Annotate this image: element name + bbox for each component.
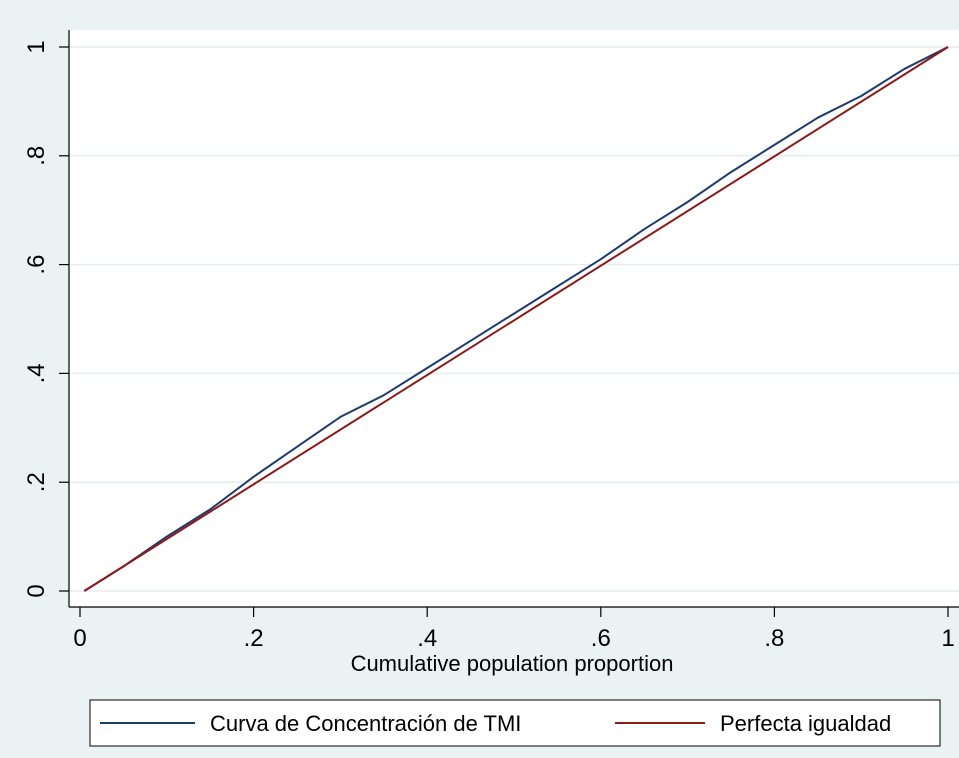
x-tick-label-0: 0: [73, 625, 86, 652]
x-tick-label-5: 1: [941, 625, 954, 652]
y-tick-label-2: .4: [23, 363, 50, 383]
series-layer: [83, 46, 949, 592]
x-axis-ticks: 0 .2 .4 .6 .8 1: [73, 607, 955, 652]
y-tick-label-0: 0: [23, 584, 50, 597]
legend-label-equality: Perfecta igualdad: [720, 711, 891, 736]
legend-label-curve: Curva de Concentración de TMI: [210, 711, 521, 736]
legend-box: [89, 699, 941, 747]
y-axis-ticks: 0 .2 .4 .6 .8 1: [23, 40, 69, 598]
x-tick-label-1: .2: [244, 625, 264, 652]
series-line-1: [83, 46, 949, 592]
legend: Curva de Concentración de TMI Perfecta i…: [89, 699, 941, 747]
series-line-0: [83, 46, 949, 592]
y-tick-label-3: .6: [23, 255, 50, 275]
x-tick-label-2: .4: [417, 625, 437, 652]
y-tick-label-5: 1: [23, 40, 50, 53]
y-tick-label-1: .2: [23, 472, 50, 492]
grid-lines: [69, 46, 959, 592]
plot-area: [69, 30, 959, 607]
x-tick-label-3: .6: [591, 625, 611, 652]
x-axis-title: Cumulative population proportion: [351, 651, 674, 676]
x-tick-label-4: .8: [764, 625, 784, 652]
y-tick-label-4: .8: [23, 146, 50, 166]
